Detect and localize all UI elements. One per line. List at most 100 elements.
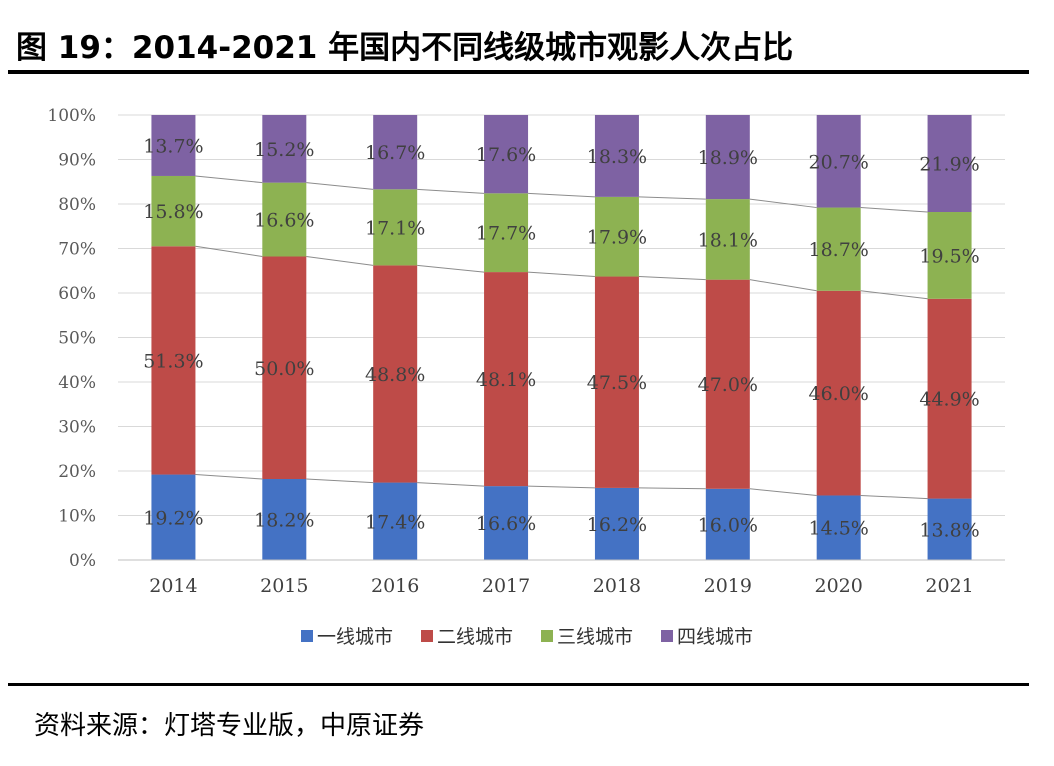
x-tick-label: 2014: [149, 575, 197, 597]
bar-segment: [927, 212, 972, 299]
bar-segment: [594, 196, 639, 277]
data-label: 16.6%: [254, 210, 314, 232]
y-tick-label: 30%: [58, 418, 96, 438]
data-label: 51.3%: [143, 350, 203, 372]
y-tick-label: 70%: [58, 240, 96, 260]
bar-segment: [484, 272, 529, 487]
data-label: 14.5%: [809, 518, 869, 540]
axis-layer: 0% 10% 20% 30% 40% 50% 60% 70% 80% 90% 100% 2014 201…: [47, 106, 1005, 597]
legend-swatch: [541, 629, 553, 642]
bar-segment: [927, 498, 972, 560]
series-line: [306, 182, 374, 190]
bar-segment: [373, 189, 418, 266]
figure-title: 图 19：2014-2021 年国内不同线级城市观影人次占比: [16, 30, 794, 66]
stacked-bar-chart: 19.2% 51.3% 15.8% 13.7% 18.2% 50.0% 16.6% 15.2%…: [47, 106, 1005, 597]
data-label: 17.6%: [476, 144, 536, 166]
bar-segment: [373, 482, 418, 560]
series-line: [860, 290, 928, 300]
bar-segment: [705, 488, 750, 560]
data-label: 47.5%: [587, 372, 647, 394]
source-note: 资料来源：灯塔专业版，中原证券: [34, 711, 425, 741]
data-label: 17.9%: [587, 227, 647, 249]
bar-segment: [151, 246, 196, 475]
data-label: 47.0%: [698, 374, 758, 396]
data-label: 13.8%: [919, 519, 979, 541]
y-tick-label: 10%: [58, 507, 96, 527]
series-line: [860, 207, 928, 213]
series-line: [417, 188, 485, 194]
legend-label: 一线城市: [316, 626, 393, 648]
series-line: [860, 494, 928, 500]
bar-segment: [816, 290, 861, 496]
bar-segment: [484, 193, 529, 273]
data-label: 18.9%: [698, 147, 758, 169]
y-tick-label: 100%: [47, 106, 96, 126]
data-label: 48.8%: [365, 364, 425, 386]
data-label: 17.1%: [365, 217, 425, 239]
series-line: [749, 198, 817, 209]
data-label: 20.7%: [809, 151, 869, 173]
series-line: [417, 264, 485, 273]
data-label: 19.5%: [919, 245, 979, 267]
bar-segment: [927, 298, 972, 499]
bar-segment: [151, 474, 196, 560]
legend-item: 四线城市: [661, 622, 753, 649]
series-line: [306, 478, 374, 484]
bar-segment: [816, 115, 861, 208]
x-tick-label: 2017: [482, 575, 530, 597]
legend-swatch: [661, 629, 674, 642]
data-label: 16.0%: [698, 514, 758, 536]
legend-label: 四线城市: [677, 626, 754, 648]
data-label: 19.2%: [143, 507, 203, 529]
bar-segment: [705, 115, 750, 200]
x-tick-label: 2020: [815, 575, 863, 597]
series-line: [528, 485, 595, 489]
y-tick-label: 20%: [58, 462, 96, 482]
bar-segment: [705, 279, 750, 489]
data-label: 16.7%: [365, 142, 425, 164]
series-line: [306, 256, 374, 266]
bar-segment: [151, 175, 196, 247]
legend-item: 一线城市: [300, 622, 393, 649]
data-label: 16.6%: [476, 513, 536, 535]
data-label: 48.1%: [476, 369, 536, 391]
legend-label: 二线城市: [436, 626, 513, 648]
bar-segment: [816, 207, 861, 291]
x-tick-label: 2021: [925, 575, 973, 597]
data-label: 17.7%: [476, 223, 536, 245]
data-label: 15.8%: [143, 201, 203, 223]
bar-segment: [151, 115, 196, 176]
x-tick-label: 2015: [260, 575, 308, 597]
series-line: [638, 196, 706, 200]
data-label: 18.1%: [698, 229, 758, 251]
bar-segment: [594, 487, 639, 560]
x-tick-label: 2016: [371, 575, 419, 597]
y-tick-label: 50%: [58, 329, 96, 349]
legend-item: 二线城市: [420, 622, 513, 649]
bar-segment: [484, 486, 529, 560]
legend-item: 三线城市: [541, 622, 633, 649]
data-label: 13.7%: [143, 135, 203, 157]
bar-segment: [373, 265, 418, 483]
y-tick-label: 60%: [58, 284, 96, 304]
bar-segment: [705, 199, 750, 280]
series-lines-layer: [195, 175, 928, 500]
bar-segment: [927, 115, 972, 213]
y-tick-label: 0%: [69, 551, 96, 571]
data-label: 17.4%: [365, 511, 425, 533]
legend-label: 三线城市: [557, 626, 634, 648]
footer-rule: [8, 683, 1029, 686]
data-label: 44.9%: [919, 389, 979, 411]
title-rule: [8, 70, 1029, 74]
series-line: [195, 245, 263, 258]
data-label: 50.0%: [254, 358, 314, 380]
bar-segment: [262, 115, 307, 183]
y-tick-label: 80%: [58, 195, 96, 215]
bar-segment: [594, 276, 639, 488]
data-label: 16.2%: [587, 514, 647, 536]
bar-segment: [816, 495, 861, 560]
bars-layer: [151, 115, 972, 560]
legend-swatch: [420, 629, 433, 642]
series-line: [638, 487, 706, 490]
y-tick-label: 90%: [58, 151, 96, 171]
